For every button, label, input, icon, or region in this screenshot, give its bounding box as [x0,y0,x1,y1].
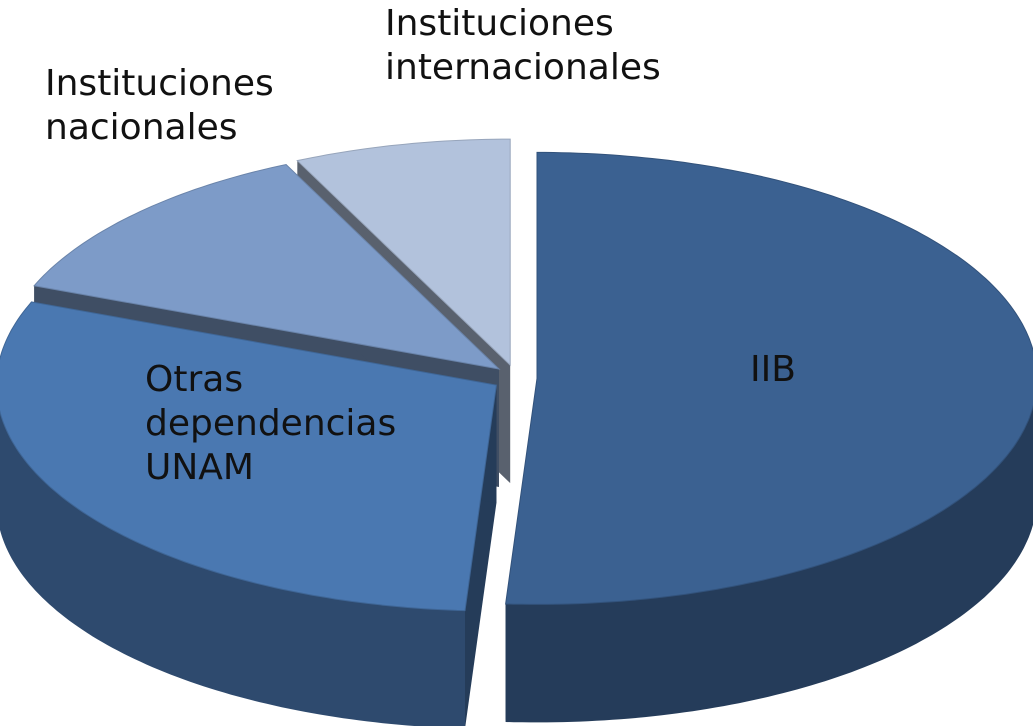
slice-label: Instituciones internacionales [385,3,661,88]
slice-side [505,406,1033,723]
slice-label: IIB [750,349,796,390]
slice-label: Otras dependencias UNAM [145,359,397,488]
slice [296,138,511,367]
slice-side [0,411,465,726]
slice [33,163,501,370]
slice-label: Instituciones nacionales [45,63,274,148]
slice [505,151,1033,605]
slice [0,301,497,612]
